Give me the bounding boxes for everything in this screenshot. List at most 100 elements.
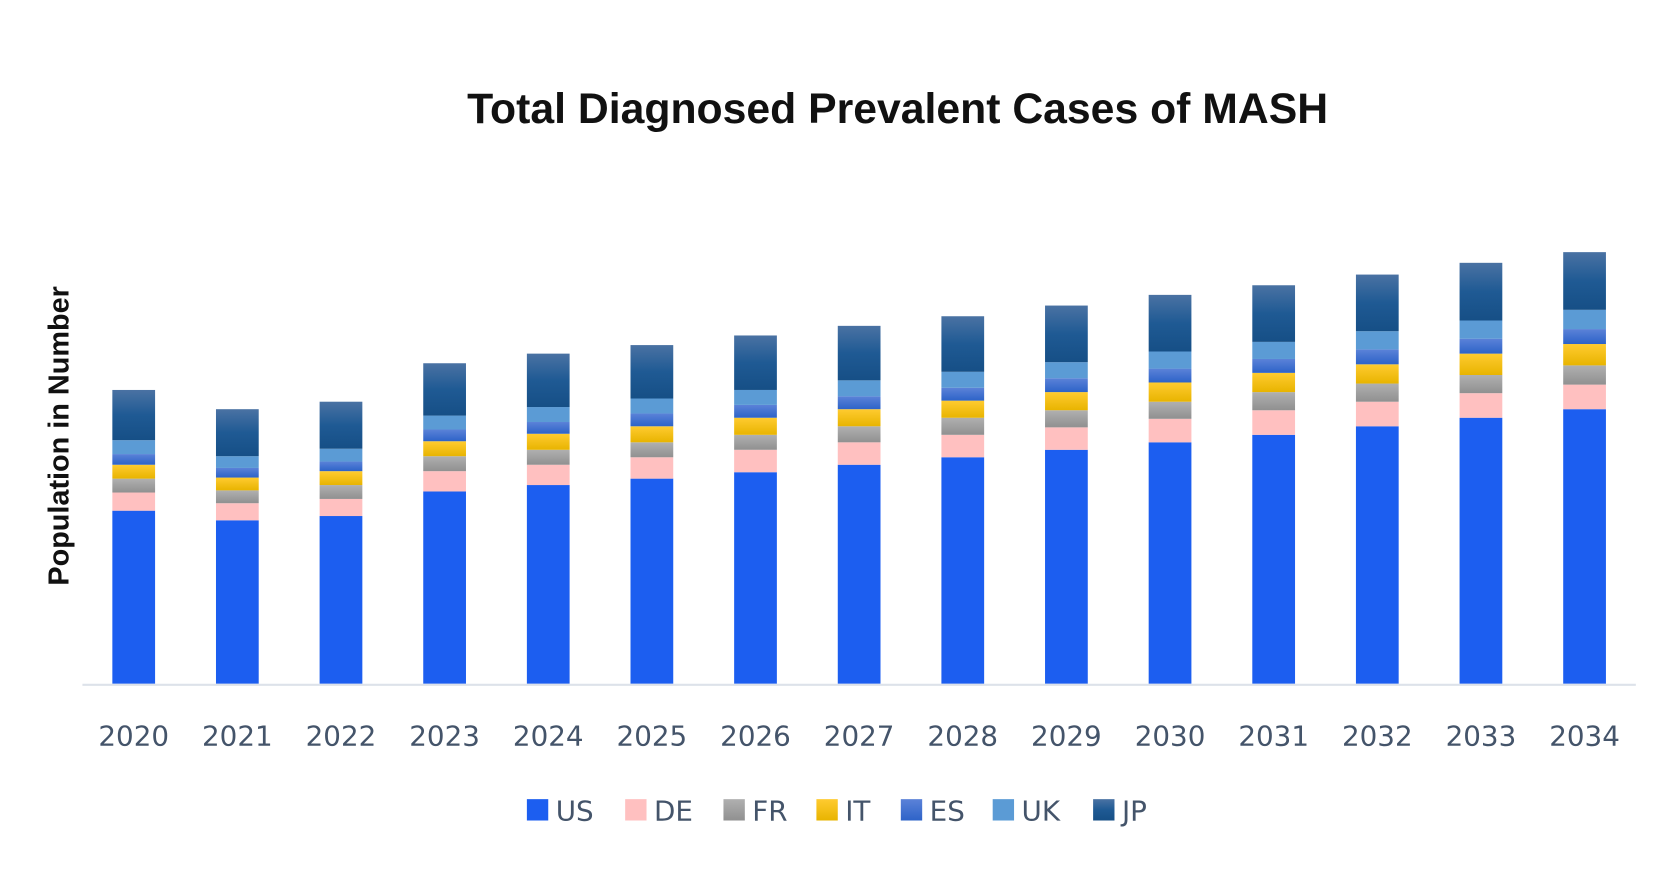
x-tick-2021: 2021 <box>202 720 273 753</box>
bar-jp-2034 <box>1563 252 1606 310</box>
bar-us-2029 <box>1045 449 1088 684</box>
x-tick-2031: 2031 <box>1238 720 1309 753</box>
legend-label: ES <box>930 795 965 828</box>
bar-us-2030 <box>1148 442 1192 684</box>
x-tick-2024: 2024 <box>513 720 584 753</box>
bar-de-2022 <box>319 498 363 517</box>
bar-es-2028 <box>941 387 985 401</box>
bar-fr-2024 <box>526 449 570 465</box>
bar-uk-2022 <box>319 448 363 462</box>
bar-uk-2021 <box>215 456 259 468</box>
legend-item-de: DE <box>625 795 693 828</box>
bar-fr-2021 <box>215 490 259 504</box>
x-tick-labels: 2020 2021 2022 2023 2024 2025 2026 2027 2028 2029… <box>98 720 1620 753</box>
bar-jp-2029 <box>1045 305 1088 363</box>
x-tick-2027: 2027 <box>824 720 895 753</box>
chart-title: Total Diagnosed Prevalent Cases of MASH <box>467 85 1328 133</box>
bar-it-2031 <box>1252 372 1296 393</box>
bar-us-2024 <box>526 485 570 684</box>
bar-uk-2024 <box>526 407 570 423</box>
bar-jp-2027 <box>837 325 881 381</box>
bar-es-2034 <box>1563 329 1606 345</box>
bar-jp-2033 <box>1459 262 1503 321</box>
bar-uk-2020 <box>112 440 156 455</box>
bar-jp-2022 <box>319 401 363 449</box>
bar-us-2021 <box>215 520 259 684</box>
bar-de-2027 <box>837 442 881 465</box>
bar-de-2034 <box>1563 384 1606 410</box>
bar-uk-2025 <box>630 398 674 414</box>
x-tick-2022: 2022 <box>306 720 377 753</box>
bar-it-2029 <box>1045 392 1088 411</box>
legend-label: FR <box>752 795 787 828</box>
bar-jp-2028 <box>941 316 985 372</box>
bar-it-2020 <box>112 464 156 479</box>
bar-jp-2032 <box>1355 274 1399 332</box>
bar-de-2024 <box>526 464 570 486</box>
bar-us-2033 <box>1459 417 1503 684</box>
bar-uk-2033 <box>1459 320 1503 339</box>
legend-swatch <box>816 799 838 821</box>
bar-es-2024 <box>526 422 570 434</box>
bar-uk-2031 <box>1252 341 1296 359</box>
legend-label: IT <box>845 795 871 828</box>
bar-fr-2033 <box>1459 375 1503 394</box>
legend-swatch <box>625 799 647 821</box>
x-tick-2032: 2032 <box>1342 720 1413 753</box>
bar-it-2022 <box>319 471 363 486</box>
bar-fr-2022 <box>319 485 363 499</box>
bar-de-2032 <box>1355 401 1399 427</box>
bar-fr-2030 <box>1148 401 1192 419</box>
bar-jp-2024 <box>526 353 570 408</box>
x-tick-2028: 2028 <box>927 720 998 753</box>
bar-fr-2027 <box>837 426 881 443</box>
bar-de-2029 <box>1045 427 1088 450</box>
bar-it-2025 <box>630 426 674 443</box>
bar-it-2034 <box>1563 344 1606 366</box>
bar-de-2021 <box>215 503 259 521</box>
legend-label: UK <box>1022 795 1061 828</box>
bar-es-2022 <box>319 461 363 472</box>
bar-fr-2025 <box>630 442 674 458</box>
bar-uk-2023 <box>423 415 466 430</box>
bar-it-2028 <box>941 400 985 418</box>
legend-item-it: IT <box>816 795 871 828</box>
bar-it-2021 <box>215 477 259 491</box>
bar-es-2031 <box>1252 358 1296 373</box>
bar-de-2031 <box>1252 410 1296 435</box>
bars-group <box>112 252 1606 684</box>
bar-us-2032 <box>1355 426 1399 684</box>
bar-fr-2032 <box>1355 383 1399 402</box>
bar-uk-2030 <box>1148 351 1192 369</box>
bar-es-2020 <box>112 454 156 465</box>
bar-uk-2034 <box>1563 309 1606 330</box>
legend-item-es: ES <box>900 795 965 828</box>
bar-es-2027 <box>837 396 881 410</box>
y-axis-label: Population in Number <box>44 286 76 586</box>
bar-it-2033 <box>1459 353 1503 375</box>
bar-jp-2031 <box>1252 285 1296 342</box>
bar-uk-2029 <box>1045 362 1088 379</box>
bar-de-2026 <box>734 449 777 473</box>
bar-jp-2023 <box>423 363 466 416</box>
bar-fr-2029 <box>1045 410 1088 428</box>
bar-it-2030 <box>1148 382 1192 402</box>
legend-swatch <box>992 799 1015 821</box>
bar-it-2032 <box>1355 364 1399 384</box>
x-tick-2030: 2030 <box>1135 720 1206 753</box>
legend: US DE FR IT ES UK JP <box>526 795 1147 828</box>
bar-jp-2026 <box>734 335 777 390</box>
bar-de-2028 <box>941 434 985 458</box>
legend-item-uk: UK <box>992 795 1061 828</box>
bar-fr-2034 <box>1563 365 1606 385</box>
legend-label: DE <box>654 795 693 828</box>
bar-us-2028 <box>941 457 985 684</box>
bar-it-2027 <box>837 409 881 427</box>
legend-swatch <box>723 799 745 821</box>
bar-uk-2032 <box>1355 331 1399 350</box>
bar-fr-2020 <box>112 478 156 493</box>
legend-swatch <box>900 799 923 821</box>
x-tick-2023: 2023 <box>409 720 480 753</box>
bar-fr-2028 <box>941 417 985 435</box>
